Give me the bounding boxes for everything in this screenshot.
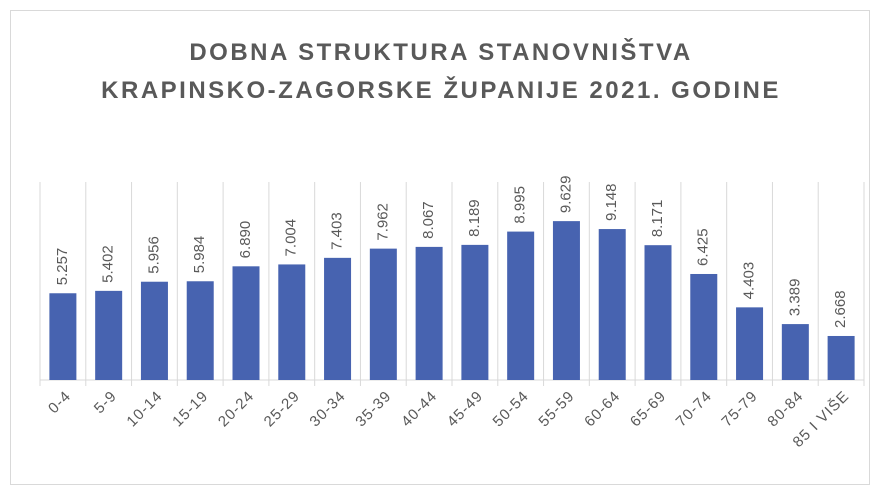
chart-frame (10, 10, 870, 485)
x-tick-label: 0-4 (45, 388, 74, 417)
value-label: 5.956 (145, 236, 162, 274)
value-label: 3.389 (786, 279, 803, 317)
x-tick-label: 70-74 (673, 388, 716, 431)
value-label: 6.890 (237, 221, 254, 259)
value-label: 7.962 (374, 203, 391, 241)
x-tick-label: 40-44 (398, 388, 441, 431)
bar (95, 290, 123, 380)
value-label: 9.629 (557, 176, 574, 214)
x-tick-label: 75-79 (718, 388, 761, 431)
bar (232, 266, 260, 380)
x-tick-label: 10-14 (123, 388, 166, 431)
x-tick-label: 80-84 (764, 388, 807, 431)
bar (690, 273, 718, 380)
value-label: 9.148 (603, 184, 620, 222)
value-label: 4.403 (741, 262, 758, 300)
x-tick-label: 15-19 (169, 388, 212, 431)
x-tick-label: 5-9 (91, 388, 120, 417)
bar (598, 229, 626, 380)
bar (278, 264, 306, 380)
value-label: 8.171 (649, 200, 666, 238)
value-label: 8.995 (512, 186, 529, 224)
value-label: 5.984 (191, 236, 208, 274)
bar (324, 257, 352, 380)
value-label: 7.004 (283, 219, 300, 257)
x-tick-label: 30-34 (306, 388, 349, 431)
value-label: 6.425 (695, 228, 712, 266)
x-tick-label: 20-24 (215, 388, 258, 431)
bar (369, 248, 397, 380)
chart-title: DOBNA STRUKTURA STANOVNIŠTVA KRAPINSKO-Z… (101, 39, 781, 104)
bar (507, 231, 535, 380)
bar (552, 221, 580, 380)
x-tick-label: 65-69 (627, 388, 670, 431)
bar (49, 293, 77, 380)
value-label: 8.067 (420, 201, 437, 239)
x-tick-label: 50-54 (490, 388, 533, 431)
bar (827, 335, 855, 380)
x-tick-label: 25-29 (261, 388, 304, 431)
bar (781, 324, 809, 380)
bar (415, 246, 443, 380)
x-tick-label: 55-59 (535, 388, 578, 431)
value-label: 7.403 (329, 212, 346, 250)
bar (186, 281, 214, 380)
x-tick-label: 35-39 (352, 388, 395, 431)
x-tick-label: 45-49 (444, 388, 487, 431)
bar (736, 307, 764, 380)
value-label: 5.257 (54, 248, 71, 286)
bar (644, 245, 672, 380)
value-label: 5.402 (100, 245, 117, 283)
bar (140, 281, 168, 380)
bar (461, 244, 489, 380)
value-label: 2.668 (832, 290, 849, 328)
x-tick-label: 60-64 (581, 388, 624, 431)
value-label: 8.189 (466, 199, 483, 237)
